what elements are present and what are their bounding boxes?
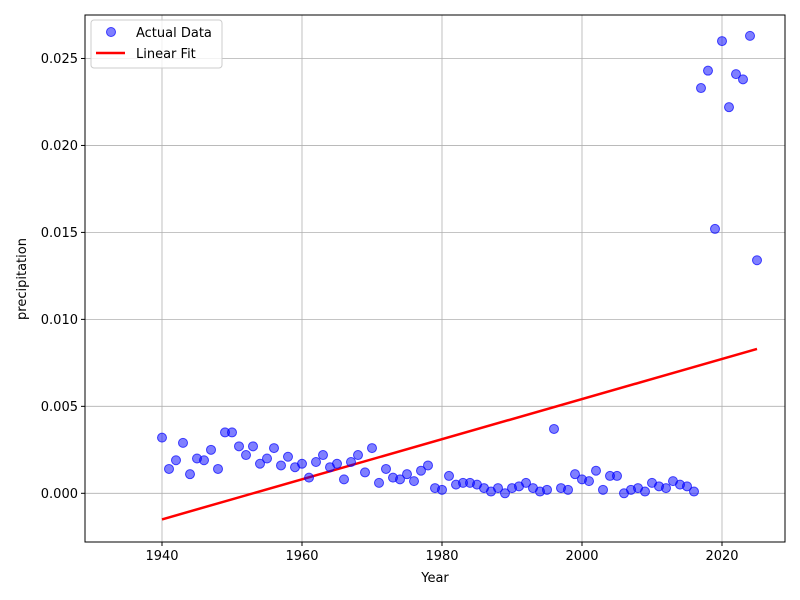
data-point xyxy=(717,36,727,47)
x-tick-label: 1960 xyxy=(285,549,318,564)
data-point xyxy=(248,441,258,452)
data-point xyxy=(367,443,377,454)
data-point xyxy=(402,469,412,480)
y-tick-label: 0.000 xyxy=(41,487,78,502)
data-point xyxy=(745,30,755,41)
data-point xyxy=(682,481,692,492)
data-point xyxy=(262,453,272,464)
data-point xyxy=(570,469,580,480)
data-point xyxy=(339,474,349,485)
legend-marker-actual-data xyxy=(106,27,116,37)
y-tick-label: 0.010 xyxy=(41,313,78,328)
data-point xyxy=(395,474,405,485)
data-point xyxy=(374,477,384,488)
data-point xyxy=(276,460,286,471)
y-axis-label: precipitation xyxy=(15,238,30,320)
data-point xyxy=(549,423,559,434)
data-point xyxy=(661,483,671,494)
y-tick-label: 0.015 xyxy=(41,226,78,241)
data-point xyxy=(598,484,608,495)
x-tick-label: 1980 xyxy=(425,549,458,564)
data-point xyxy=(731,69,741,80)
data-point xyxy=(703,65,713,76)
data-point xyxy=(563,484,573,495)
data-point xyxy=(157,432,167,443)
data-point xyxy=(612,470,622,481)
data-point xyxy=(332,458,342,469)
data-point xyxy=(234,441,244,452)
data-point xyxy=(213,463,223,474)
data-point xyxy=(171,455,181,466)
data-point xyxy=(255,458,265,469)
data-point xyxy=(178,437,188,448)
x-axis-ticks: 1940 1960 1980 2000 2020 xyxy=(145,542,739,564)
legend-box xyxy=(90,19,223,69)
legend: Actual Data Linear Fit xyxy=(90,19,223,69)
data-point xyxy=(353,450,363,461)
y-tick-label: 0.005 xyxy=(41,400,78,415)
data-point xyxy=(227,427,237,438)
data-point xyxy=(269,443,279,454)
data-point xyxy=(304,472,314,483)
data-point xyxy=(738,74,748,85)
x-tick-label: 2000 xyxy=(565,549,598,564)
y-axis-ticks: 0.000 0.005 0.010 0.015 0.020 0.025 xyxy=(41,52,85,502)
data-point xyxy=(346,456,356,467)
data-point xyxy=(591,465,601,476)
data-point xyxy=(689,486,699,497)
linear-fit-line xyxy=(161,347,758,521)
y-tick-label: 0.020 xyxy=(41,139,78,154)
data-point xyxy=(521,477,531,488)
data-point xyxy=(318,450,328,461)
data-point xyxy=(444,470,454,481)
scatter-points xyxy=(157,30,762,499)
data-point xyxy=(423,460,433,471)
data-point xyxy=(640,486,650,497)
data-point xyxy=(500,488,510,499)
fit-line-layer xyxy=(161,347,758,521)
legend-label-actual-data: Actual Data xyxy=(136,26,212,41)
data-point xyxy=(437,484,447,495)
data-point xyxy=(493,483,503,494)
data-point xyxy=(185,469,195,480)
legend-label-linear-fit: Linear Fit xyxy=(136,47,196,62)
data-point xyxy=(381,463,391,474)
data-point xyxy=(241,450,251,461)
data-point xyxy=(199,455,209,466)
x-tick-label: 2020 xyxy=(705,549,738,564)
data-point xyxy=(164,463,174,474)
data-point xyxy=(311,456,321,467)
plot-area-frame xyxy=(84,14,786,543)
data-point xyxy=(283,451,293,462)
data-point xyxy=(542,484,552,495)
x-axis-label: Year xyxy=(420,571,449,586)
data-point xyxy=(409,476,419,487)
data-point xyxy=(584,476,594,487)
data-point xyxy=(360,467,370,478)
data-point xyxy=(710,223,720,234)
data-point xyxy=(416,465,426,476)
x-tick-label: 1940 xyxy=(145,549,178,564)
data-point xyxy=(752,255,762,266)
data-point xyxy=(206,444,216,455)
data-point xyxy=(696,83,706,94)
data-point xyxy=(297,458,307,469)
data-point xyxy=(724,102,734,113)
y-tick-label: 0.025 xyxy=(41,52,78,67)
